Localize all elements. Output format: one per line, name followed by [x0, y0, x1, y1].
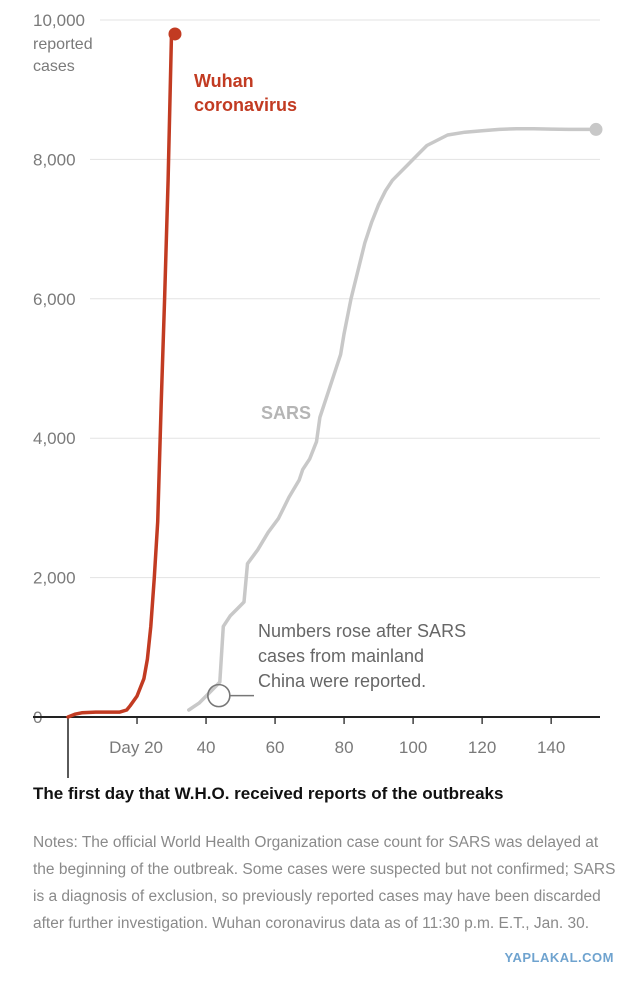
y-tick-label: 6,000	[33, 290, 76, 309]
annotation: Numbers rose after SARS cases from mainl…	[207, 621, 466, 708]
x-tick-label: 120	[468, 738, 496, 757]
x-tick-label: Day 20	[109, 738, 163, 757]
x-tick-label: 40	[197, 738, 216, 757]
notes-text: Notes: The official World Health Organiz…	[33, 834, 616, 932]
x-tick-label: 140	[537, 738, 565, 757]
series-end-marker-sars	[589, 122, 603, 136]
series-lines	[66, 27, 603, 719]
first-day-caption: The first day that W.H.O. received repor…	[33, 784, 504, 803]
series-labels: Wuhan coronavirus SARS	[194, 71, 311, 423]
annotation-line-2: cases from mainland	[258, 646, 424, 666]
y-tick-label: 2,000	[33, 569, 76, 588]
x-axis-ticks: Day 20 40 60 80 100 120 140	[109, 717, 565, 757]
annotation-line-1: Numbers rose after SARS	[258, 621, 466, 641]
y-tick-label: 10,000	[33, 11, 85, 30]
wuhan-label-line-2: coronavirus	[194, 95, 297, 115]
y-tick-label: 4,000	[33, 429, 76, 448]
annotation-line-3: China were reported.	[258, 671, 426, 691]
series-line-wuhan	[66, 32, 177, 719]
watermark: YAPLAKAL.COM	[504, 950, 614, 965]
x-tick-label: 60	[266, 738, 285, 757]
sars-label: SARS	[261, 403, 311, 423]
series-end-marker-wuhan	[168, 27, 182, 41]
x-tick-label: 80	[335, 738, 354, 757]
gridlines	[90, 19, 600, 579]
x-tick-label: 100	[399, 738, 427, 757]
y-axis-label-line-2: cases	[33, 58, 75, 75]
annotation-circle	[207, 683, 231, 708]
y-axis-label-line-1: reported	[33, 36, 93, 53]
series-line-sars	[187, 126, 598, 712]
y-tick-label: 8,000	[33, 150, 76, 169]
wuhan-label-line-1: Wuhan	[194, 71, 254, 91]
